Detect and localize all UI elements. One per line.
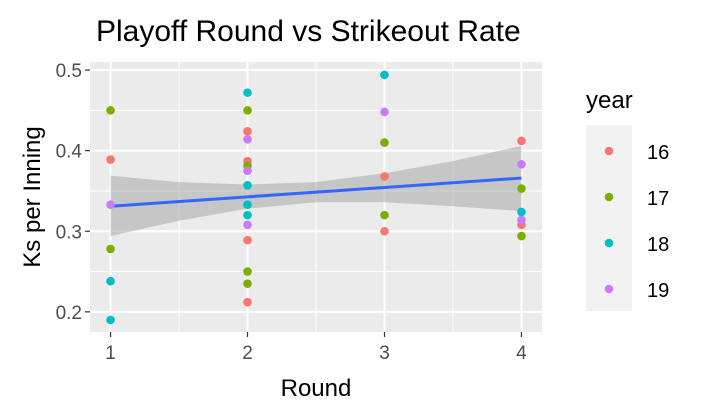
legend-label-16: 16 <box>647 142 669 164</box>
data-point-19 <box>243 220 252 230</box>
data-point-16 <box>517 136 526 146</box>
data-point-18 <box>243 181 252 190</box>
data-point-17 <box>243 106 252 115</box>
y-axis-title: Ks per Inning <box>19 126 46 267</box>
data-point-18 <box>243 88 252 97</box>
data-point-17 <box>380 138 389 147</box>
legend-key-17 <box>604 192 614 202</box>
data-point-18 <box>106 276 115 286</box>
data-point-18 <box>243 210 252 220</box>
data-point-19 <box>243 166 252 176</box>
minor-gridlines <box>90 62 542 332</box>
data-point-17 <box>517 184 526 193</box>
x-tick-label: 2 <box>242 343 253 364</box>
data-point-19 <box>517 215 526 225</box>
data-point-19 <box>106 200 115 209</box>
data-point-17 <box>517 231 526 241</box>
data-point-18 <box>243 200 252 209</box>
legend-key-19 <box>604 284 614 294</box>
data-point-16 <box>243 235 252 245</box>
data-point-18 <box>106 315 115 325</box>
points-layer <box>106 70 526 325</box>
data-point-17 <box>243 267 252 276</box>
y-tick-label: 0.5 <box>56 61 82 82</box>
data-point-16 <box>380 226 389 236</box>
legend-label-18: 18 <box>647 234 669 256</box>
legend-key-16 <box>604 146 614 156</box>
data-point-17 <box>243 279 252 288</box>
axes-layer: 1 2 3 4 0.2 0.3 0.4 0.5 <box>56 61 528 364</box>
legend-key-panel <box>586 125 632 311</box>
x-axis-title: Round <box>281 375 352 402</box>
legend-key-18 <box>604 238 614 248</box>
y-tick-label: 0.2 <box>56 303 82 324</box>
legend-title: year <box>586 87 633 114</box>
trend-line-layer <box>110 176 522 208</box>
data-point-16 <box>106 155 115 164</box>
data-point-16 <box>243 127 252 136</box>
y-tick-label: 0.4 <box>56 142 83 163</box>
trend-line <box>110 176 522 208</box>
data-point-17 <box>106 106 115 115</box>
x-tick-label: 3 <box>379 343 390 364</box>
legend-label-19: 19 <box>647 280 669 302</box>
y-tick-label: 0.3 <box>56 222 82 243</box>
data-point-17 <box>106 244 115 254</box>
data-point-19 <box>517 160 526 169</box>
data-point-16 <box>380 172 389 181</box>
data-point-19 <box>243 135 252 144</box>
data-point-18 <box>380 70 389 80</box>
data-point-16 <box>243 297 252 307</box>
legend-label-17: 17 <box>647 188 669 210</box>
x-tick-label: 4 <box>516 343 527 364</box>
data-point-18 <box>517 207 526 217</box>
data-point-19 <box>380 107 389 117</box>
legend: 16 17 18 19 <box>604 142 669 302</box>
data-point-17 <box>380 210 389 220</box>
x-tick-label: 1 <box>105 343 116 364</box>
chart-title: Playoff Round vs Strikeout Rate <box>96 15 521 48</box>
